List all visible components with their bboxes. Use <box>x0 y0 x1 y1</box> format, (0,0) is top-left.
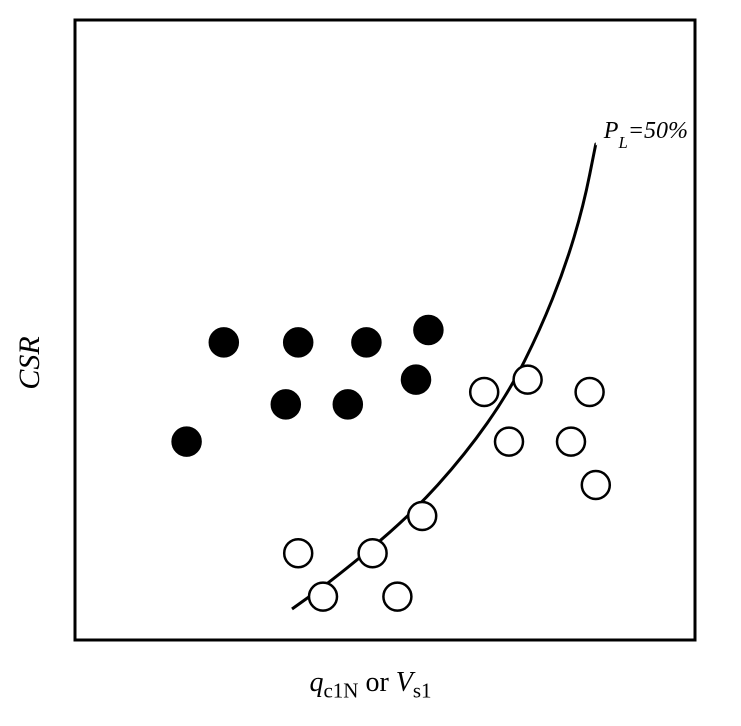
data-point-open <box>383 583 411 611</box>
x-axis-label: qc1N or Vs1 <box>0 667 741 704</box>
data-point-filled <box>352 328 380 356</box>
data-point-filled <box>272 390 300 418</box>
data-point-open <box>576 378 604 406</box>
data-point-open <box>495 428 523 456</box>
data-point-open <box>359 539 387 567</box>
x-axis-or: or <box>358 667 395 698</box>
data-point-filled <box>402 366 430 394</box>
data-point-filled <box>210 328 238 356</box>
scatter-plot: PL=50% <box>0 0 741 726</box>
x-axis-s1: s1 <box>413 679 432 703</box>
data-point-open <box>514 366 542 394</box>
x-axis-c1N: c1N <box>323 679 358 703</box>
data-point-open <box>557 428 585 456</box>
data-point-open <box>470 378 498 406</box>
data-point-filled <box>414 316 442 344</box>
data-point-open <box>309 583 337 611</box>
data-point-open <box>582 471 610 499</box>
y-axis-label-text: CSR <box>13 336 46 389</box>
x-axis-V: V <box>396 667 413 698</box>
data-point-filled <box>284 328 312 356</box>
chart-container: { "chart": { "type": "scatter-with-curve… <box>0 0 741 726</box>
data-point-open <box>408 502 436 530</box>
y-axis-label: CSR <box>13 336 47 389</box>
data-point-filled <box>334 390 362 418</box>
data-point-open <box>284 539 312 567</box>
data-point-filled <box>173 428 201 456</box>
x-axis-q: q <box>309 667 323 698</box>
